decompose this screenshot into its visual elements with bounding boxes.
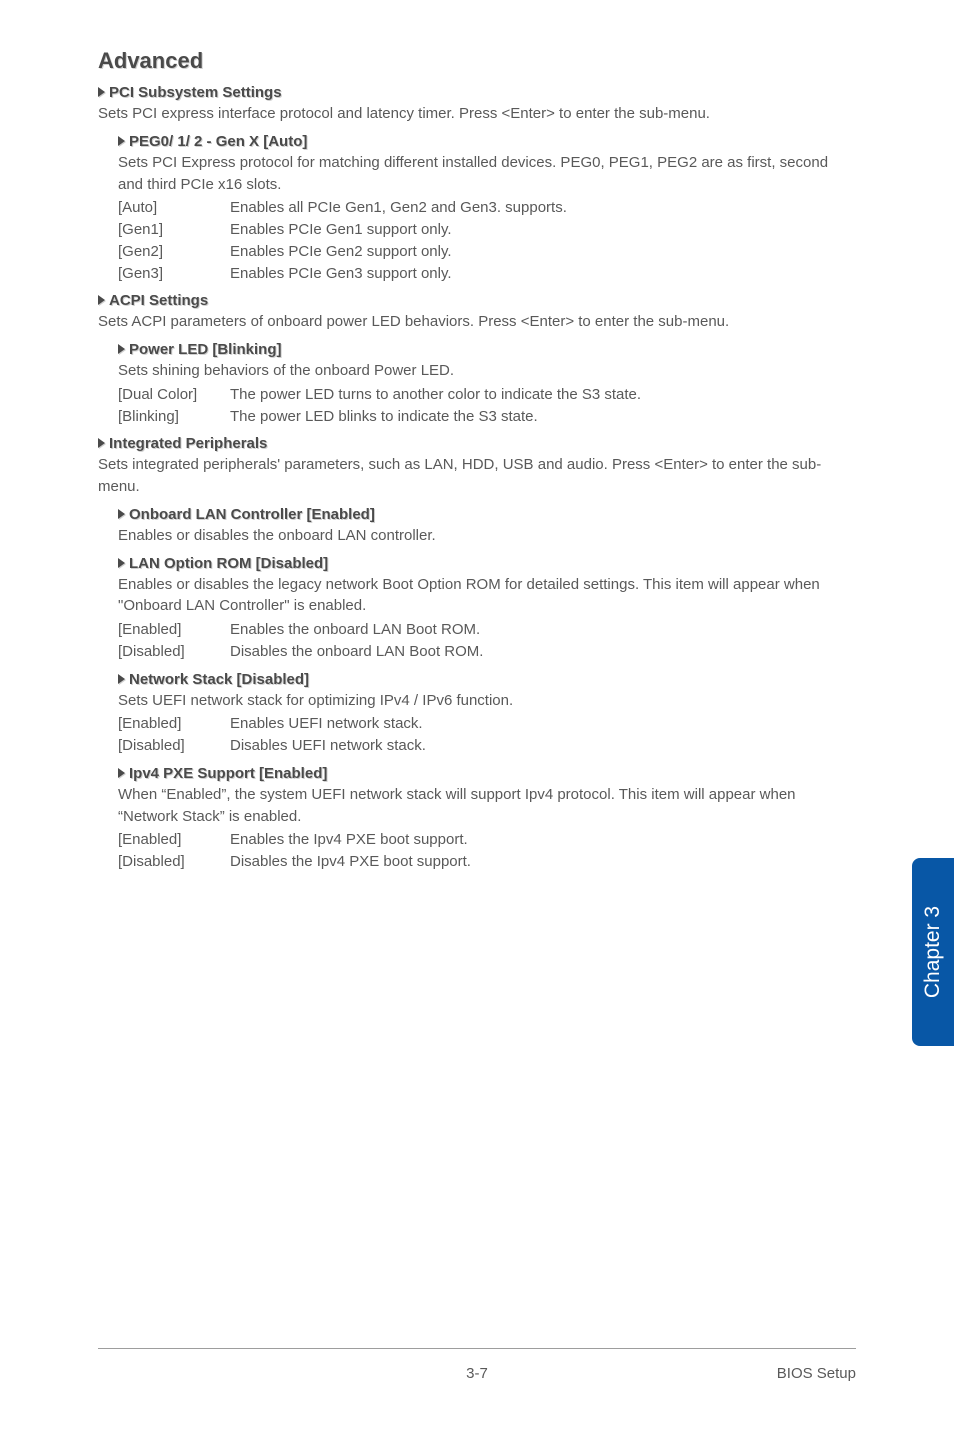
triangle-icon bbox=[118, 768, 125, 778]
acpi-desc: Sets ACPI parameters of onboard power LE… bbox=[98, 311, 856, 333]
option-val: Enables the Ipv4 PXE boot support. bbox=[230, 829, 856, 851]
option-val: Enables UEFI network stack. bbox=[230, 713, 856, 735]
option-val: Enables the onboard LAN Boot ROM. bbox=[230, 619, 856, 641]
option-val: Enables PCIe Gen1 support only. bbox=[230, 219, 856, 241]
option-row: [Enabled]Enables the Ipv4 PXE boot suppo… bbox=[118, 829, 856, 851]
option-key: [Enabled] bbox=[118, 713, 230, 735]
option-val: Disables UEFI network stack. bbox=[230, 735, 856, 757]
peg-title: PEG0/ 1/ 2 - Gen X [Auto] bbox=[118, 133, 856, 150]
pci-subsystem-desc: Sets PCI express interface protocol and … bbox=[98, 103, 856, 125]
ipv4-options: [Enabled]Enables the Ipv4 PXE boot suppo… bbox=[118, 829, 856, 873]
ipv4-desc: When “Enabled”, the system UEFI network … bbox=[118, 784, 856, 828]
integrated-desc: Sets integrated peripherals' parameters,… bbox=[98, 454, 856, 498]
title-text: Network Stack [Disabled] bbox=[129, 671, 309, 688]
triangle-icon bbox=[118, 136, 125, 146]
option-key: [Dual Color] bbox=[118, 384, 230, 406]
option-row: [Enabled]Enables UEFI network stack. bbox=[118, 713, 856, 735]
title-text: PEG0/ 1/ 2 - Gen X [Auto] bbox=[129, 133, 307, 150]
option-row: [Auto]Enables all PCIe Gen1, Gen2 and Ge… bbox=[118, 197, 856, 219]
option-val: Enables PCIe Gen3 support only. bbox=[230, 263, 856, 285]
triangle-icon bbox=[118, 674, 125, 684]
option-val: Enables all PCIe Gen1, Gen2 and Gen3. su… bbox=[230, 197, 856, 219]
acpi-title: ACPI Settings bbox=[98, 292, 856, 309]
lan-rom-desc: Enables or disables the legacy network B… bbox=[118, 574, 856, 618]
option-key: [Enabled] bbox=[118, 829, 230, 851]
peg-desc: Sets PCI Express protocol for matching d… bbox=[118, 152, 856, 196]
netstack-desc: Sets UEFI network stack for optimizing I… bbox=[118, 690, 856, 712]
option-key: [Disabled] bbox=[118, 851, 230, 873]
pci-subsystem-title: PCI Subsystem Settings bbox=[98, 84, 856, 101]
triangle-icon bbox=[98, 87, 105, 97]
title-text: Ipv4 PXE Support [Enabled] bbox=[129, 765, 327, 782]
option-row: [Disabled]Disables the onboard LAN Boot … bbox=[118, 641, 856, 663]
option-row: [Enabled]Enables the onboard LAN Boot RO… bbox=[118, 619, 856, 641]
ipv4-title: Ipv4 PXE Support [Enabled] bbox=[118, 765, 856, 782]
option-row: [Gen1]Enables PCIe Gen1 support only. bbox=[118, 219, 856, 241]
triangle-icon bbox=[118, 344, 125, 354]
option-key: [Disabled] bbox=[118, 641, 230, 663]
onboard-lan-title: Onboard LAN Controller [Enabled] bbox=[118, 506, 856, 523]
triangle-icon bbox=[118, 558, 125, 568]
heading-advanced: Advanced bbox=[98, 48, 856, 74]
triangle-icon bbox=[118, 509, 125, 519]
onboard-lan-desc: Enables or disables the onboard LAN cont… bbox=[118, 525, 856, 547]
option-key: [Gen1] bbox=[118, 219, 230, 241]
title-text: LAN Option ROM [Disabled] bbox=[129, 555, 328, 572]
title-text: Integrated Peripherals bbox=[109, 435, 267, 452]
option-key: [Enabled] bbox=[118, 619, 230, 641]
option-row: [Blinking]The power LED blinks to indica… bbox=[118, 406, 856, 428]
option-key: [Gen2] bbox=[118, 241, 230, 263]
chapter-tab: Chapter 3 bbox=[912, 858, 954, 1046]
lan-rom-title: LAN Option ROM [Disabled] bbox=[118, 555, 856, 572]
title-text: PCI Subsystem Settings bbox=[109, 84, 282, 101]
option-val: Disables the Ipv4 PXE boot support. bbox=[230, 851, 856, 873]
peg-options: [Auto]Enables all PCIe Gen1, Gen2 and Ge… bbox=[118, 197, 856, 284]
power-led-desc: Sets shining behaviors of the onboard Po… bbox=[118, 360, 856, 382]
option-row: [Gen2]Enables PCIe Gen2 support only. bbox=[118, 241, 856, 263]
triangle-icon bbox=[98, 438, 105, 448]
triangle-icon bbox=[98, 295, 105, 305]
option-key: [Auto] bbox=[118, 197, 230, 219]
power-led-title: Power LED [Blinking] bbox=[118, 341, 856, 358]
page-footer: 3-7 BIOS Setup bbox=[98, 1348, 856, 1382]
title-text: ACPI Settings bbox=[109, 292, 208, 309]
option-val: Disables the onboard LAN Boot ROM. bbox=[230, 641, 856, 663]
option-row: [Gen3]Enables PCIe Gen3 support only. bbox=[118, 263, 856, 285]
option-key: [Gen3] bbox=[118, 263, 230, 285]
option-val: Enables PCIe Gen2 support only. bbox=[230, 241, 856, 263]
footer-section: BIOS Setup bbox=[777, 1365, 856, 1382]
footer-divider bbox=[98, 1348, 856, 1349]
option-row: [Dual Color]The power LED turns to anoth… bbox=[118, 384, 856, 406]
option-val: The power LED blinks to indicate the S3 … bbox=[230, 406, 856, 428]
option-val: The power LED turns to another color to … bbox=[230, 384, 856, 406]
footer-page-number: 3-7 bbox=[466, 1365, 488, 1382]
option-key: [Blinking] bbox=[118, 406, 230, 428]
title-text: Power LED [Blinking] bbox=[129, 341, 282, 358]
integrated-title: Integrated Peripherals bbox=[98, 435, 856, 452]
power-led-options: [Dual Color]The power LED turns to anoth… bbox=[118, 384, 856, 428]
netstack-options: [Enabled]Enables UEFI network stack. [Di… bbox=[118, 713, 856, 757]
netstack-title: Network Stack [Disabled] bbox=[118, 671, 856, 688]
chapter-tab-text: Chapter 3 bbox=[921, 906, 945, 998]
option-row: [Disabled]Disables UEFI network stack. bbox=[118, 735, 856, 757]
option-key: [Disabled] bbox=[118, 735, 230, 757]
title-text: Onboard LAN Controller [Enabled] bbox=[129, 506, 375, 523]
lan-rom-options: [Enabled]Enables the onboard LAN Boot RO… bbox=[118, 619, 856, 663]
option-row: [Disabled]Disables the Ipv4 PXE boot sup… bbox=[118, 851, 856, 873]
